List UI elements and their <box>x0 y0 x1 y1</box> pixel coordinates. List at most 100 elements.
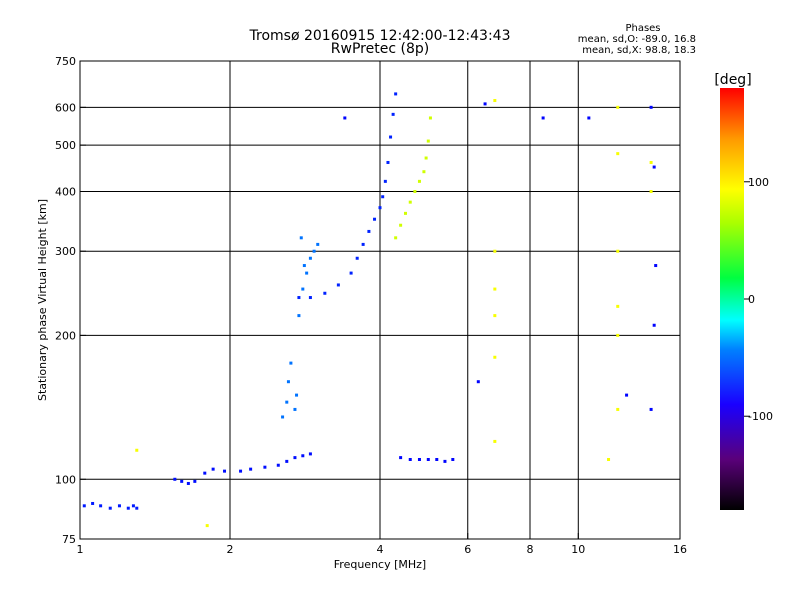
data-point <box>349 271 353 275</box>
data-point <box>451 457 455 461</box>
colorbar-ticks: 100 0 -100 <box>744 176 773 423</box>
data-point <box>173 477 177 481</box>
data-point <box>323 291 327 295</box>
data-point <box>541 116 545 120</box>
x-tick-label: 16 <box>673 543 687 556</box>
data-point <box>394 236 398 240</box>
data-point <box>135 448 139 452</box>
colorbar <box>720 88 744 510</box>
data-point <box>263 465 267 469</box>
data-point <box>239 469 243 473</box>
data-point <box>493 314 497 318</box>
colorbar-tick-label: -100 <box>748 410 773 423</box>
y-axis-label: Stationary phase Virtual Height [km] <box>36 199 49 401</box>
chart-subtitle: RwPretec (8p) <box>331 41 429 57</box>
data-point <box>493 355 497 359</box>
data-point <box>293 407 297 411</box>
y-tick-label: 400 <box>55 185 76 198</box>
data-point <box>435 457 439 461</box>
data-point <box>652 323 656 327</box>
data-point <box>205 524 209 528</box>
colorbar-tick-label: 0 <box>748 293 755 306</box>
data-point <box>649 407 653 411</box>
data-point <box>649 160 653 164</box>
data-point <box>378 206 382 210</box>
data-point <box>336 283 340 287</box>
data-point <box>625 393 629 397</box>
x-axis-label: Frequency [MHz] <box>334 558 426 571</box>
data-point <box>285 459 289 463</box>
data-point <box>587 116 591 120</box>
data-point <box>391 112 395 116</box>
data-point <box>654 264 658 268</box>
data-point <box>649 189 653 193</box>
x-tick-label: 10 <box>571 543 585 556</box>
data-point <box>417 179 421 183</box>
chart-title: Tromsø 20160915 12:42:00-12:43:43 <box>249 28 511 44</box>
data-point <box>361 242 365 246</box>
phase-stats-line1: mean, sd,O: -89.0, 16.8 <box>578 34 696 45</box>
data-point <box>308 452 312 456</box>
y-tick-label: 300 <box>55 245 76 258</box>
data-point <box>483 102 487 106</box>
data-point <box>223 469 227 473</box>
data-point <box>299 236 303 240</box>
data-point <box>493 99 497 103</box>
phase-stats-heading: Phases <box>625 23 660 34</box>
data-point <box>616 152 620 156</box>
plot-frame <box>79 60 681 540</box>
x-tick-label: 4 <box>377 543 384 556</box>
data-point <box>186 481 190 485</box>
data-point <box>493 249 497 253</box>
data-point <box>91 501 95 505</box>
y-tick-label: 100 <box>55 473 76 486</box>
data-point <box>426 457 430 461</box>
data-point <box>493 287 497 291</box>
data-point <box>297 296 301 300</box>
data-point <box>649 105 653 109</box>
data-point <box>383 179 387 183</box>
x-tick-label: 1 <box>77 543 84 556</box>
data-point <box>355 256 359 260</box>
data-point <box>297 314 301 318</box>
data-point <box>428 116 432 120</box>
x-tick-label: 8 <box>527 543 534 556</box>
data-point <box>180 479 184 483</box>
data-point <box>616 304 620 308</box>
data-point <box>389 135 393 139</box>
x-tick-label: 2 <box>227 543 234 556</box>
data-point <box>417 457 421 461</box>
data-point <box>367 229 371 233</box>
data-point <box>312 249 316 253</box>
data-point <box>82 504 86 508</box>
x-tick-label: 6 <box>464 543 471 556</box>
data-point <box>285 400 289 404</box>
grid-lines <box>80 61 680 539</box>
data-point <box>126 506 130 510</box>
data-point <box>308 296 312 300</box>
data-point <box>316 242 320 246</box>
data-point <box>399 456 403 460</box>
colorbar-label: [deg] <box>714 72 751 88</box>
data-point <box>422 170 426 174</box>
data-point <box>286 380 290 384</box>
data-point <box>408 457 412 461</box>
data-point <box>607 457 611 461</box>
data-point <box>399 223 403 227</box>
data-points <box>82 92 658 528</box>
data-point <box>295 393 299 397</box>
data-point <box>99 504 103 508</box>
data-point <box>131 504 135 508</box>
data-point <box>386 160 390 164</box>
data-point <box>426 139 430 143</box>
data-point <box>108 506 112 510</box>
data-point <box>281 415 285 419</box>
data-point <box>193 479 197 483</box>
data-point <box>476 380 480 384</box>
data-point <box>308 256 312 260</box>
axis-ticks: 1 2 4 6 8 10 16 75 100 200 300 400 500 600 750 <box>55 55 687 556</box>
data-point <box>616 333 620 337</box>
data-point <box>413 189 417 193</box>
y-tick-label: 75 <box>62 533 76 546</box>
